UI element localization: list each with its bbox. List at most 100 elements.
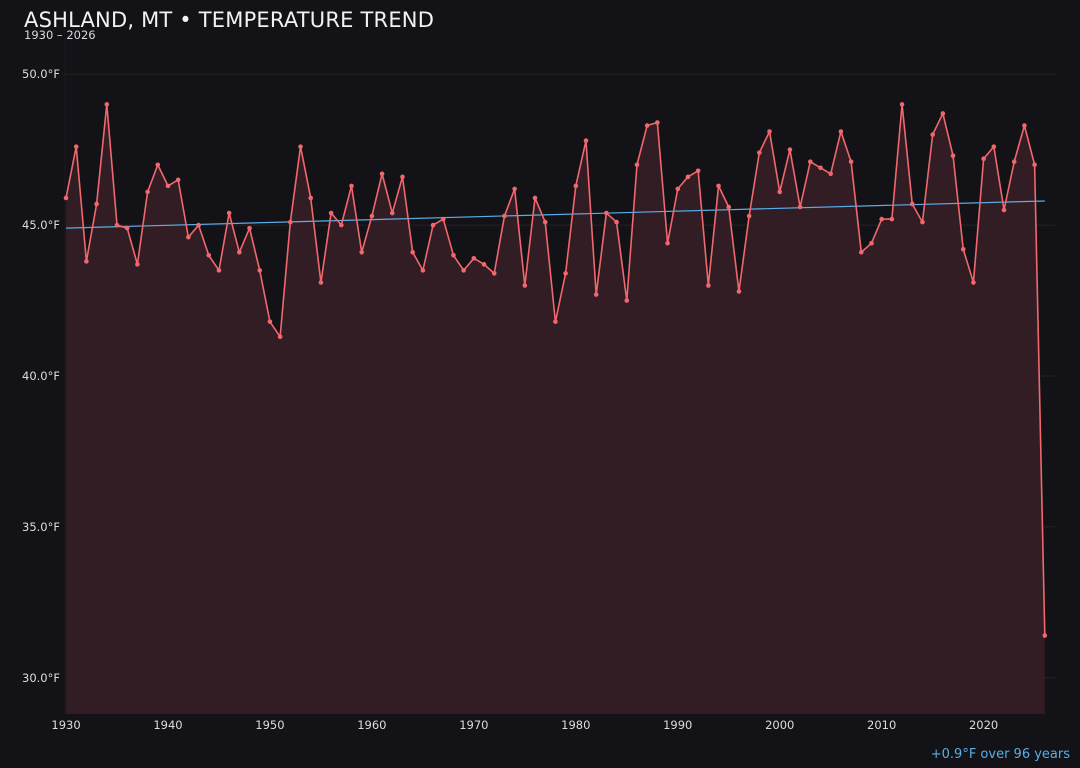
data-point — [73, 144, 79, 149]
data-point — [889, 216, 895, 222]
data-point — [787, 147, 793, 152]
data-point — [563, 271, 568, 276]
data-point — [522, 283, 528, 288]
chart-title: ASHLAND, MT • TEMPERATURE TREND — [24, 8, 435, 32]
data-point — [430, 222, 436, 228]
data-point — [757, 150, 762, 155]
data-point — [328, 210, 334, 216]
data-point — [593, 292, 599, 297]
data-point — [1011, 159, 1017, 165]
data-point — [879, 216, 884, 222]
data-point — [675, 186, 681, 192]
data-point — [267, 319, 273, 324]
data-point — [634, 162, 640, 168]
data-point — [206, 252, 212, 258]
data-point — [175, 177, 181, 183]
data-point — [481, 262, 487, 267]
data-point — [624, 298, 630, 303]
trend-summary: +0.9°F over 96 years — [930, 747, 1070, 762]
chart-subtitle: 1930 – 2026 — [24, 28, 96, 42]
data-point — [614, 219, 619, 225]
data-point — [84, 259, 89, 264]
data-point — [420, 268, 426, 273]
data-point — [981, 156, 986, 162]
data-point — [858, 249, 864, 255]
data-point — [471, 256, 477, 261]
data-point — [808, 159, 813, 165]
data-point — [930, 132, 935, 137]
y-tick-label: 45.0°F — [22, 218, 60, 232]
data-point — [1032, 162, 1037, 168]
y-tick-label: 30.0°F — [22, 671, 60, 685]
data-point — [196, 222, 201, 228]
data-point — [644, 123, 650, 128]
data-point — [461, 268, 466, 273]
x-tick-label: 1980 — [561, 718, 590, 732]
data-point — [216, 268, 222, 273]
data-point — [553, 319, 558, 324]
data-point — [797, 204, 803, 210]
data-point — [604, 210, 609, 216]
data-point — [186, 234, 191, 240]
data-point — [298, 144, 303, 149]
x-tick-label: 1930 — [51, 718, 80, 732]
data-point — [573, 183, 579, 189]
axis-layer: 30.0°F 35.0°F 40.0°F 45.0°F 50.0°F 1930 1940 19… — [22, 38, 998, 732]
data-point — [818, 165, 823, 171]
data-point — [288, 219, 293, 225]
data-point — [379, 171, 385, 177]
data-point — [767, 129, 772, 134]
x-tick-label: 1960 — [357, 718, 386, 732]
data-point — [308, 195, 314, 201]
data-point — [63, 195, 69, 201]
data-point — [950, 153, 956, 158]
data-point — [257, 268, 263, 273]
data-point — [706, 283, 711, 288]
x-tick-label: 2000 — [765, 718, 794, 732]
data-point — [277, 334, 283, 340]
data-point — [369, 213, 375, 219]
data-point — [1001, 207, 1007, 213]
data-point — [1022, 123, 1027, 128]
data-point — [838, 129, 844, 134]
data-point — [237, 249, 242, 255]
points-layer — [63, 102, 1048, 638]
data-point — [991, 144, 997, 149]
data-point — [736, 289, 742, 294]
data-point — [440, 216, 446, 222]
x-tick-label: 1940 — [153, 718, 182, 732]
data-point — [828, 171, 833, 177]
data-point — [94, 201, 99, 207]
data-point — [349, 183, 354, 189]
data-point — [971, 280, 976, 285]
x-tick-label: 1970 — [459, 718, 488, 732]
data-point — [512, 186, 517, 192]
y-tick-label: 40.0°F — [22, 369, 60, 383]
x-tick-label: 1990 — [663, 718, 692, 732]
data-point — [583, 138, 589, 143]
data-point — [685, 174, 691, 180]
data-point — [124, 225, 130, 231]
trend-layer — [66, 200, 1045, 229]
data-point — [318, 280, 324, 285]
data-point — [400, 174, 405, 180]
data-point — [104, 102, 110, 107]
data-point — [502, 213, 507, 219]
data-point — [410, 249, 415, 255]
x-tick-label: 2020 — [969, 718, 998, 732]
data-point — [247, 225, 252, 231]
data-point — [389, 210, 395, 216]
data-point — [655, 120, 660, 125]
data-point — [848, 159, 854, 165]
area-layer — [66, 104, 1045, 714]
data-point — [114, 222, 120, 228]
data-point — [226, 210, 232, 216]
data-point — [909, 201, 915, 207]
data-point — [155, 162, 161, 168]
data-point — [899, 102, 905, 107]
data-point — [695, 168, 701, 174]
series-area-fill — [66, 104, 1045, 714]
data-point — [135, 262, 140, 267]
trend-line — [66, 200, 1045, 229]
